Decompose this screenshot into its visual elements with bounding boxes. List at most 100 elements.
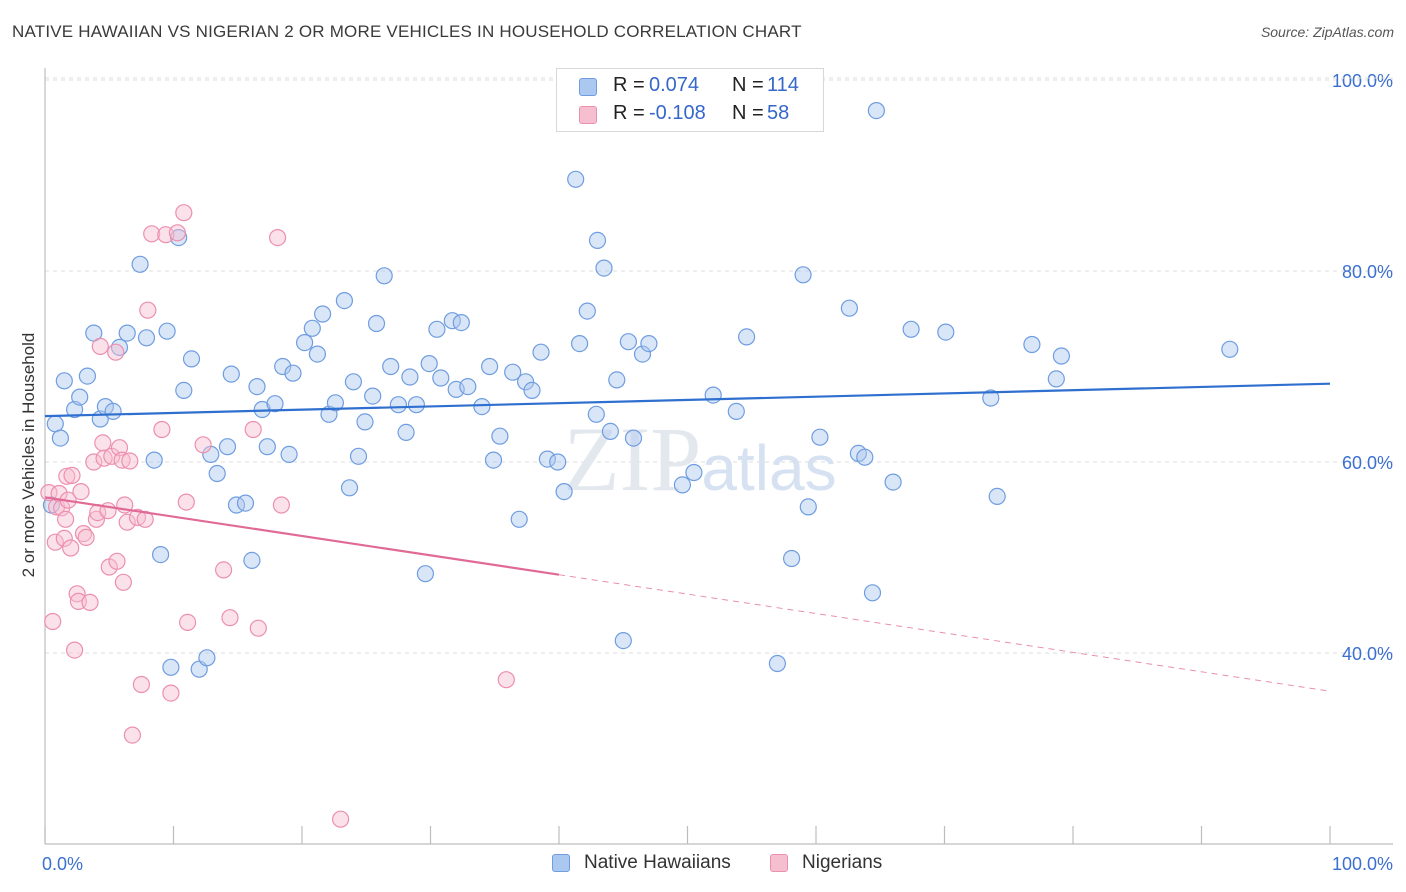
native-hawaiian-point bbox=[407, 396, 425, 414]
chart-title: NATIVE HAWAIIAN VS NIGERIAN 2 OR MORE VE… bbox=[12, 22, 802, 41]
y-tick-label: 100.0% bbox=[1332, 71, 1393, 91]
native-hawaiian-point bbox=[601, 422, 620, 440]
native-hawaiian-point bbox=[523, 381, 541, 399]
nigerian-point bbox=[72, 483, 90, 501]
y-tick-label: 60.0% bbox=[1342, 453, 1393, 473]
native-hawaiian-point bbox=[884, 473, 902, 491]
native-hawaiian-point bbox=[428, 320, 446, 338]
legend: R = 0.074 N = 114 R = -0.108 N = 58 bbox=[556, 68, 824, 132]
nigerian-point bbox=[269, 229, 287, 247]
legend-swatch-blue bbox=[552, 854, 570, 872]
nigerian-point bbox=[153, 420, 171, 439]
native-hawaiian-point bbox=[401, 368, 419, 386]
native-hawaiian-point bbox=[532, 343, 550, 361]
native-hawaiian-point bbox=[640, 335, 658, 353]
native-hawaiian-point bbox=[416, 565, 434, 583]
native-hawaiian-point bbox=[737, 328, 756, 346]
native-hawaiian-point bbox=[459, 378, 477, 396]
legend-row-native-hawaiians: R = 0.074 N = 114 bbox=[557, 73, 823, 101]
nigerian-point bbox=[85, 453, 103, 471]
nigerian-point bbox=[50, 484, 68, 503]
nigerian-point bbox=[136, 510, 154, 528]
nigerian-point bbox=[56, 510, 75, 528]
nigerian-point bbox=[177, 493, 195, 511]
y-tick-label: 40.0% bbox=[1342, 644, 1393, 664]
native-hawaiian-point bbox=[356, 413, 374, 431]
native-hawaiian-point bbox=[364, 387, 382, 405]
source-label: Source: ZipAtlas.com bbox=[1260, 24, 1394, 40]
native-hawaiian-point bbox=[46, 415, 64, 433]
native-hawaiian-point bbox=[982, 389, 1000, 407]
nigerian-point bbox=[63, 466, 81, 484]
native-hawaiian-point bbox=[578, 302, 596, 320]
native-hawaiian-point bbox=[308, 345, 326, 363]
nigerian-point bbox=[139, 301, 157, 319]
nigerian-point bbox=[132, 675, 150, 694]
native-hawaiian-point bbox=[481, 357, 499, 376]
nigerian-point bbox=[77, 528, 95, 547]
nigerian-point bbox=[175, 204, 193, 222]
native-hawaiian-point bbox=[937, 323, 955, 341]
nigerian-point bbox=[58, 467, 76, 485]
native-hawaiian-point bbox=[614, 631, 632, 650]
grid-layer: 40.0% 60.0% 80.0% 100.0% bbox=[45, 71, 1393, 664]
legend-swatch-pink bbox=[770, 854, 788, 872]
native-hawaiian-point bbox=[131, 255, 149, 273]
native-hawaiian-point bbox=[303, 319, 321, 337]
nigerian-point bbox=[215, 561, 233, 579]
legend-r-label: R = bbox=[613, 102, 645, 124]
native-hawaiian-point bbox=[375, 267, 393, 285]
native-hawaiian-point bbox=[570, 335, 589, 353]
watermark: ZIPatlas bbox=[563, 408, 836, 510]
nigerian-point bbox=[179, 613, 197, 632]
nigerian-point bbox=[65, 641, 84, 659]
native-hawaiian-point bbox=[420, 355, 438, 373]
native-hawaiian-point bbox=[222, 365, 240, 383]
native-hawaiian-point bbox=[158, 322, 176, 340]
native-hawaiian-point bbox=[588, 231, 607, 249]
native-hawaiian-point bbox=[175, 381, 193, 399]
nigerian-point bbox=[194, 436, 212, 454]
native-hawaiian-point bbox=[104, 402, 122, 420]
trend-layer bbox=[44, 382, 1331, 692]
nigerian-point bbox=[123, 726, 141, 744]
nigerian-point bbox=[81, 593, 99, 612]
native-hawaiian-point bbox=[340, 479, 359, 497]
native-hawaiian-point bbox=[685, 463, 703, 482]
native-hawaiian-point bbox=[367, 314, 386, 333]
native-hawaiian-point bbox=[473, 398, 491, 416]
native-hawaiian-point bbox=[1052, 347, 1071, 365]
x-tick-label: 100.0% bbox=[1332, 854, 1393, 874]
nigerian-point bbox=[221, 609, 239, 627]
nigerian-trend-line bbox=[44, 496, 560, 576]
native-hawaiian-point bbox=[389, 396, 407, 414]
native-hawaiian-point bbox=[673, 476, 692, 494]
native-hawaiian-point bbox=[633, 345, 652, 363]
nigerian-point bbox=[332, 810, 350, 828]
native-hawaiian-point bbox=[811, 428, 829, 446]
native-hawaiian-point bbox=[137, 329, 156, 347]
native-hawaiian-point bbox=[382, 357, 400, 376]
native-hawaiian-point bbox=[51, 429, 70, 447]
native-hawaiian-point bbox=[55, 372, 73, 390]
nigerian-point bbox=[121, 452, 139, 470]
nigerian-point bbox=[55, 529, 73, 548]
nigerian-point bbox=[118, 513, 136, 531]
native-hawaiian-point bbox=[768, 654, 787, 673]
nigerian-point bbox=[143, 225, 161, 243]
native-hawaiian-point bbox=[608, 371, 626, 389]
native-hawaiian-point bbox=[799, 498, 817, 516]
native-hawaiian-point bbox=[182, 350, 201, 368]
native-hawaiian-point bbox=[988, 487, 1006, 505]
native-hawaiian-point bbox=[587, 405, 605, 423]
legend-n-value: 58 bbox=[767, 102, 790, 124]
nigerian-point bbox=[114, 573, 133, 591]
nigerian-point bbox=[249, 619, 267, 637]
native-hawaiian-point bbox=[397, 423, 415, 441]
native-hawaiian-point bbox=[335, 292, 353, 310]
native-hawaiian-point bbox=[595, 259, 613, 277]
native-hawaiian-point bbox=[902, 320, 920, 338]
native-hawaiian-point bbox=[71, 388, 89, 406]
native-hawaiian-point bbox=[326, 394, 344, 412]
